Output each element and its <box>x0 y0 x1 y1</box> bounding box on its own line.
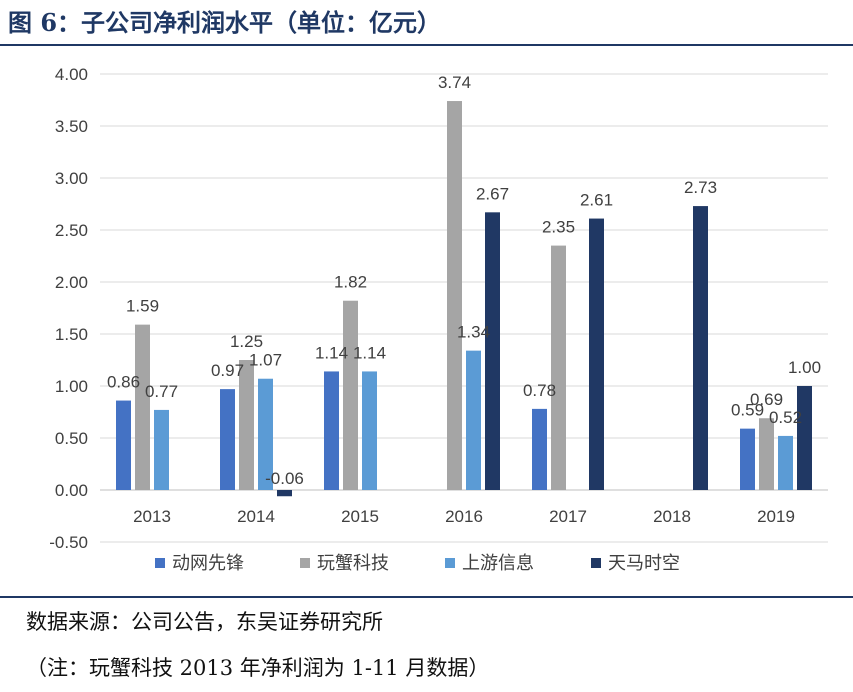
bar <box>362 371 377 490</box>
data-label: 1.34 <box>457 323 490 342</box>
bar <box>485 212 500 490</box>
x-tick-label: 2014 <box>237 507 275 526</box>
bar <box>343 300 358 490</box>
y-tick-label: 3.00 <box>55 169 88 188</box>
figure-title: 图 6：子公司净利润水平（单位：亿元） <box>8 8 442 37</box>
data-label: 1.07 <box>249 351 282 370</box>
x-tick-label: 2016 <box>445 507 483 526</box>
footnote: （注：玩蟹科技 2013 年净利润为 1-11 月数据） <box>26 656 490 680</box>
y-axis-ticks: 4.00 3.50 3.00 2.50 2.00 1.50 1.00 0.50 0.00 -0.5… <box>49 65 88 552</box>
bar-chart: 4.00 3.50 3.00 2.50 2.00 1.50 1.00 0.50 0.00 -0.5… <box>49 65 828 573</box>
y-tick-label: 1.00 <box>55 377 88 396</box>
bar <box>740 428 755 490</box>
legend-entry: 上游信息 <box>462 553 534 573</box>
legend-entry: 玩蟹科技 <box>317 553 389 573</box>
data-label: 1.82 <box>334 273 367 292</box>
x-tick-label: 2018 <box>653 507 691 526</box>
bars-layer <box>116 101 812 497</box>
bar <box>693 206 708 490</box>
bar <box>277 490 292 497</box>
y-tick-label: -0.50 <box>49 533 88 552</box>
data-label: 2.61 <box>580 191 613 210</box>
y-tick-label: 3.50 <box>55 117 88 136</box>
data-label: 0.52 <box>769 408 802 427</box>
data-source: 数据来源：公司公告，东吴证券研究所 <box>26 610 383 634</box>
bar <box>324 371 339 490</box>
x-axis-ticks: 2013 2014 2015 2016 2017 2018 2019 <box>133 507 795 526</box>
legend: 动网先锋 玩蟹科技 上游信息 天马时空 <box>155 553 680 573</box>
legend-swatch <box>445 558 455 568</box>
data-label: 0.69 <box>750 390 783 409</box>
data-label: 1.14 <box>315 343 348 362</box>
bar <box>447 101 462 490</box>
bar <box>532 408 547 490</box>
bar <box>116 400 131 490</box>
data-label: 1.00 <box>788 358 821 377</box>
y-tick-label: 0.00 <box>55 481 88 500</box>
data-labels-layer: 0.86 0.97 1.14 0.78 0.59 1.59 1.25 1.82 3.74 2.35… <box>107 73 821 488</box>
data-label: 1.25 <box>230 332 263 351</box>
bar <box>135 324 150 490</box>
data-label: 0.78 <box>523 381 556 400</box>
legend-entry: 天马时空 <box>608 553 680 573</box>
y-tick-label: 2.50 <box>55 221 88 240</box>
data-label: 1.59 <box>126 297 159 316</box>
legend-swatch <box>155 558 165 568</box>
data-label: 0.77 <box>145 382 178 401</box>
bar <box>258 378 273 490</box>
bar <box>589 218 604 490</box>
data-label: 2.67 <box>476 184 509 203</box>
legend-swatch <box>591 558 601 568</box>
legend-entry: 动网先锋 <box>172 553 244 573</box>
x-tick-label: 2019 <box>757 507 795 526</box>
bar <box>220 389 235 490</box>
bar <box>239 360 254 490</box>
bar <box>778 435 793 490</box>
data-label: 0.59 <box>731 401 764 420</box>
data-label: -0.06 <box>265 469 304 488</box>
data-label: 0.97 <box>211 361 244 380</box>
data-label: 0.86 <box>107 373 140 392</box>
footer-divider <box>0 596 853 598</box>
bar <box>154 409 169 490</box>
title-divider <box>0 44 853 46</box>
chart-container: 4.00 3.50 3.00 2.50 2.00 1.50 1.00 0.50 0.00 -0.5… <box>0 48 853 593</box>
grid-layer <box>100 73 828 543</box>
y-tick-label: 2.00 <box>55 273 88 292</box>
bar <box>466 350 481 490</box>
data-label: 1.14 <box>353 343 386 362</box>
y-tick-label: 4.00 <box>55 65 88 84</box>
x-tick-label: 2013 <box>133 507 171 526</box>
bar <box>551 245 566 490</box>
data-label: 2.73 <box>684 178 717 197</box>
legend-swatch <box>300 558 310 568</box>
x-tick-label: 2015 <box>341 507 379 526</box>
bar <box>797 386 812 490</box>
data-label: 3.74 <box>438 73 471 92</box>
x-tick-label: 2017 <box>549 507 587 526</box>
y-tick-label: 0.50 <box>55 429 88 448</box>
y-tick-label: 1.50 <box>55 325 88 344</box>
bar <box>759 418 774 490</box>
data-label: 2.35 <box>542 218 575 237</box>
